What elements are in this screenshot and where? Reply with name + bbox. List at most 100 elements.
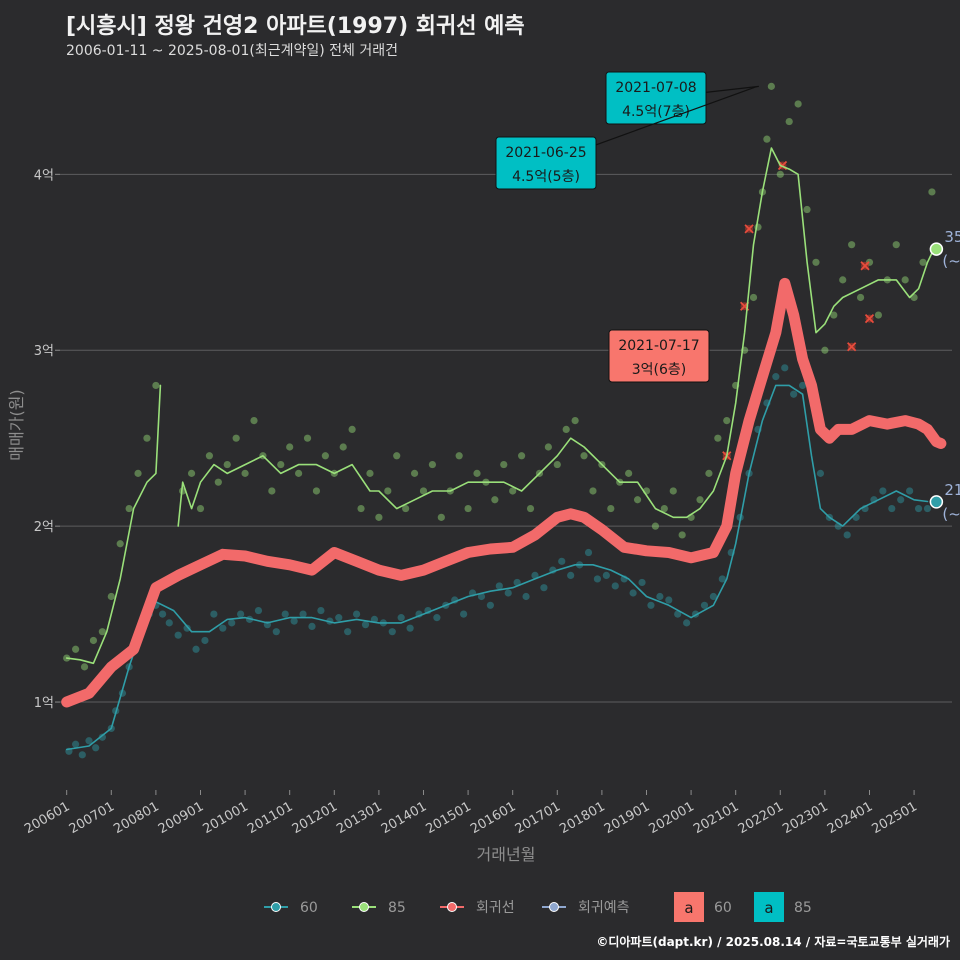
scatter-point — [830, 311, 838, 319]
scatter-point — [419, 487, 428, 495]
scatter-point — [660, 504, 668, 513]
series-lines — [61, 147, 947, 751]
end-point — [929, 242, 944, 256]
scatter-point — [776, 170, 784, 178]
scatter-point — [308, 622, 316, 631]
legend-label-swatch — [754, 892, 784, 922]
legend-label: 회귀선 — [476, 900, 515, 916]
scatter-point — [237, 610, 245, 618]
x-tick-label: 200801 — [111, 799, 161, 837]
scatter-point — [602, 571, 610, 579]
legend-label-text: 85 — [794, 900, 812, 916]
scatter-point — [295, 469, 303, 477]
scatter-point — [344, 628, 352, 636]
scatter-point — [696, 496, 704, 504]
scatter-point — [651, 522, 660, 530]
legend-label-key: a 85 — [754, 892, 812, 922]
cross-point — [744, 224, 754, 234]
grid — [60, 173, 952, 703]
legend-label: 60 — [300, 900, 318, 916]
scatter-point — [509, 487, 517, 495]
end-point — [929, 495, 944, 509]
legend-label-glyph: a — [684, 899, 693, 917]
scatter-point — [348, 425, 356, 433]
x-axis-title: 거래년월 — [477, 845, 536, 864]
annotation-date: 2021-07-08 — [615, 80, 696, 96]
scatter-point — [428, 460, 437, 469]
scatter-point — [798, 381, 807, 390]
scatter-point — [89, 636, 98, 645]
x-tick-label: 202201 — [736, 799, 786, 837]
scatter-point — [526, 504, 535, 513]
scatter-point — [357, 504, 365, 513]
x-tick-label: 201401 — [379, 799, 429, 837]
scatter-point — [486, 601, 494, 609]
scatter-point — [709, 592, 717, 601]
scatter-point — [339, 443, 347, 451]
scatter-point — [352, 610, 361, 618]
scatter-point — [388, 628, 396, 636]
x-tick-label: 201501 — [423, 799, 473, 837]
scatter-point — [580, 452, 588, 460]
x-tick-label: 202101 — [691, 799, 741, 837]
series-line-s60 — [65, 384, 929, 751]
scatter-point — [78, 751, 86, 759]
scatter-point — [700, 601, 709, 609]
scatter-point — [410, 469, 419, 477]
y-tick-label: 3억 — [34, 344, 54, 359]
x-tick-label: 202001 — [647, 799, 697, 837]
scatter-point — [593, 575, 602, 583]
scatter-point — [299, 610, 307, 618]
x-tick-label: 202401 — [825, 799, 875, 837]
legend-swatch-dot — [271, 902, 281, 912]
cross-point-mark — [864, 313, 875, 324]
scatter-point — [638, 578, 646, 587]
scatter-point — [919, 258, 927, 266]
scatter-point — [803, 205, 811, 214]
annotation-date: 2021-06-25 — [505, 145, 586, 161]
scatter-point — [268, 487, 276, 495]
scatter-point — [589, 487, 597, 495]
scatter-point — [397, 614, 405, 622]
scatter-point — [888, 504, 896, 513]
x-tick-label: 201101 — [245, 799, 295, 837]
scatter-point — [116, 540, 124, 548]
scatter-point — [228, 619, 236, 627]
scatter-point — [906, 487, 914, 495]
x-tick-label: 201201 — [290, 799, 340, 837]
x-tick-label: 201001 — [200, 799, 250, 837]
scatter-point — [473, 469, 481, 477]
scatter-point — [562, 425, 570, 433]
scatter-points — [63, 82, 936, 759]
scatter-point — [437, 513, 445, 521]
scatter-point — [406, 624, 414, 632]
scatter-point — [491, 496, 499, 504]
scatter-point — [241, 469, 249, 477]
scatter-point — [656, 592, 664, 601]
scatter-point — [272, 628, 280, 636]
end-value: 35,750 — [944, 228, 960, 246]
scatter-point — [558, 557, 566, 565]
scatter-point — [540, 584, 548, 592]
scatter-point — [625, 469, 633, 477]
scatter-point — [714, 434, 722, 442]
scatter-point — [633, 496, 642, 504]
annotations: 2021-07-084.5억(7층) 2021-06-25 4.5억(5층) 2021… — [495, 71, 759, 383]
scatter-point — [214, 478, 222, 486]
scatter-point — [665, 596, 673, 604]
scatter-point — [763, 135, 771, 143]
scatter-point — [223, 460, 231, 469]
scatter-point — [196, 504, 205, 513]
scatter-point — [848, 241, 856, 249]
scatter-point — [375, 513, 383, 521]
legend-label-text: 60 — [714, 900, 732, 916]
scatter-point — [460, 610, 468, 618]
scatter-point — [718, 575, 726, 583]
scatter-point — [174, 631, 182, 639]
scatter-point — [683, 619, 691, 627]
annotation-value: 4.5억(5층) — [512, 169, 580, 185]
scatter-point — [143, 434, 151, 442]
annotation-label: 2021-07-08 4.5억(7층) — [605, 71, 759, 125]
scatter-point — [286, 443, 294, 451]
